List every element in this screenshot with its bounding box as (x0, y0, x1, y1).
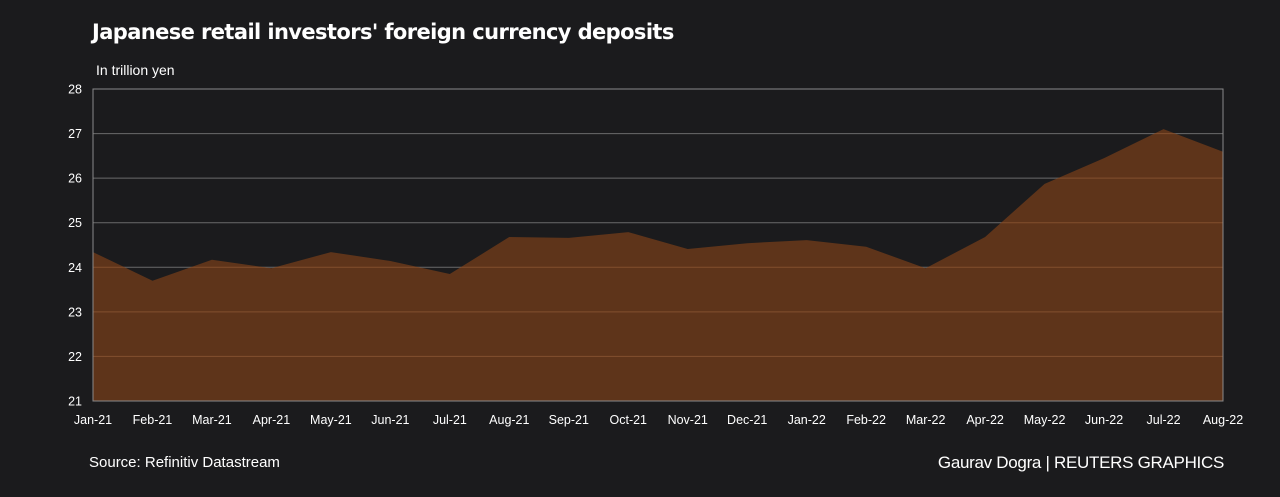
y-tick-label: 22 (68, 350, 82, 364)
chart-subtitle: In trillion yen (96, 62, 175, 78)
x-tick-label: Jun-22 (1085, 413, 1123, 427)
x-tick-label: Nov-21 (668, 413, 708, 427)
x-tick-label: Jul-21 (433, 413, 467, 427)
plot-frame (92, 88, 1224, 402)
chart-title: Japanese retail investors' foreign curre… (92, 20, 674, 44)
y-tick-label: 21 (68, 395, 82, 409)
x-tick-label: Feb-22 (846, 413, 886, 427)
y-tick-label: 28 (68, 83, 82, 97)
x-tick-label: May-22 (1024, 413, 1066, 427)
x-tick-label: May-21 (310, 413, 352, 427)
x-tick-label: Apr-21 (253, 413, 291, 427)
source-note: Source: Refinitiv Datastream (89, 454, 280, 471)
y-tick-label: 24 (68, 261, 82, 275)
x-tick-label: Mar-21 (192, 413, 232, 427)
y-tick-label: 27 (68, 127, 82, 141)
x-tick-label: Jul-22 (1147, 413, 1181, 427)
credit-line: Gaurav Dogra | REUTERS GRAPHICS (937, 453, 1224, 472)
y-tick-label: 23 (68, 305, 82, 319)
x-tick-label: Mar-22 (906, 413, 946, 427)
x-tick-label: Aug-22 (1203, 413, 1243, 427)
y-tick-label: 26 (68, 172, 82, 186)
x-tick-label: Jan-22 (788, 413, 826, 427)
x-tick-label: Jun-21 (371, 413, 409, 427)
area-series (93, 129, 1223, 401)
x-tick-label: Jan-21 (74, 413, 112, 427)
x-tick-label: Dec-21 (727, 413, 767, 427)
y-axis-ticks: 21 22 23 24 25 26 27 28 (68, 83, 82, 409)
x-tick-label: Aug-21 (489, 413, 529, 427)
y-tick-label: 25 (68, 216, 82, 230)
x-tick-label: Apr-22 (966, 413, 1004, 427)
x-axis-ticks: Jan-21 Feb-21 Mar-21 Apr-21 May-21 Jun-21 Jul-… (74, 413, 1243, 427)
x-tick-label: Oct-21 (610, 413, 648, 427)
x-tick-label: Sep-21 (549, 413, 589, 427)
x-tick-label: Feb-21 (133, 413, 173, 427)
